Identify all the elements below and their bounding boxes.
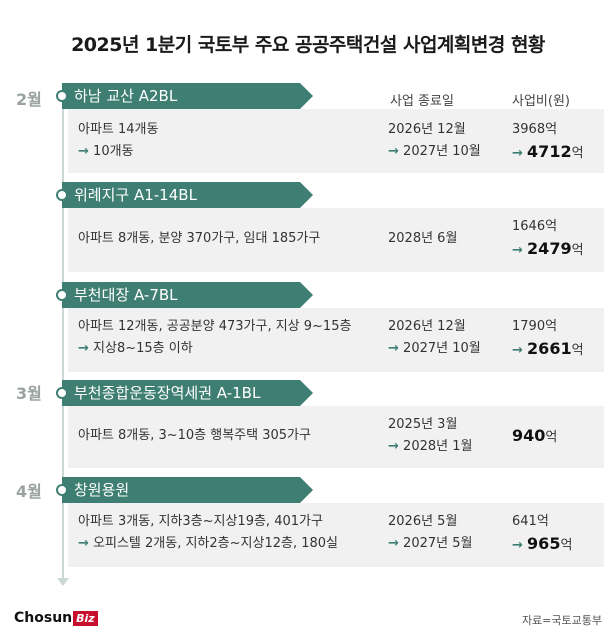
project-header: 하남 교산 A2BL (56, 83, 313, 109)
arrow-icon: → (388, 341, 399, 356)
project-desc: 아파트 8개동, 3~10층 행복주택 305가구 (78, 428, 311, 443)
arrow-icon: → (388, 439, 399, 454)
header-tip-icon (300, 477, 313, 503)
header-tip-icon (300, 282, 313, 308)
project-desc-changed: → 10개동 (78, 144, 134, 159)
project-header: 창원용원 (56, 477, 313, 503)
project-desc: 아파트 14개동 (78, 122, 159, 137)
cost-before: 3968억 (512, 122, 558, 137)
project-desc: 아파트 12개동, 공공분양 473가구, 지상 9~15층 (78, 319, 352, 334)
cost-after: → 965억 (512, 534, 573, 553)
project-name: 부천대장 A-7BL (74, 286, 178, 304)
project-card: 아파트 12개동, 공공분양 473가구, 지상 9~15층 → 지상8~15층… (68, 308, 604, 372)
arrow-icon: → (512, 538, 523, 553)
month-label: 4월 (16, 482, 42, 501)
timeline-dot-icon (56, 484, 68, 496)
end-date-after: → 2028년 1월 (388, 439, 473, 454)
project-name: 위례지구 A1-14BL (74, 186, 197, 204)
end-date-before: 2026년 5월 (388, 514, 458, 529)
project-desc: 아파트 8개동, 분양 370가구, 임대 185가구 (78, 231, 321, 246)
project-card: 아파트 8개동, 분양 370가구, 임대 185가구 2028년 6월 164… (68, 208, 604, 272)
month-label: 2월 (16, 90, 42, 109)
cost-before: 1790억 (512, 319, 558, 334)
project-card: 아파트 14개동 → 10개동 2026년 12월 → 2027년 10월 39… (68, 109, 604, 173)
column-header-cost: 사업비(원) (512, 94, 570, 109)
project-desc: 아파트 3개동, 지하3층~지상19층, 401가구 (78, 514, 323, 529)
project-desc-changed: → 지상8~15층 이하 (78, 341, 193, 356)
arrow-icon: → (512, 343, 523, 358)
header-tip-icon (300, 380, 313, 406)
project-card: 아파트 3개동, 지하3층~지상19층, 401가구 → 오피스텔 2개동, 지… (68, 503, 604, 567)
end-date-before: 2025년 3월 (388, 417, 458, 432)
end-date-after: → 2027년 10월 (388, 144, 481, 159)
timeline-dot-icon (56, 289, 68, 301)
cost-after: → 4712억 (512, 142, 584, 161)
project-name: 하남 교산 A2BL (74, 87, 178, 105)
cost-after: → 2479억 (512, 239, 584, 258)
arrow-icon: → (78, 341, 89, 356)
end-date-before: 2026년 12월 (388, 122, 466, 137)
end-date-before: 2026년 12월 (388, 319, 466, 334)
timeline-dot-icon (56, 387, 68, 399)
end-date-after: → 2027년 5월 (388, 536, 473, 551)
cost: 940억 (512, 426, 558, 445)
header-tip-icon (300, 83, 313, 109)
timeline-line (62, 92, 64, 582)
project-name: 창원용원 (74, 481, 130, 499)
project-header: 위례지구 A1-14BL (56, 182, 313, 208)
project-header: 부천종합운동장역세권 A-1BL (56, 380, 313, 406)
arrow-icon: → (388, 536, 399, 551)
arrow-icon: → (78, 536, 89, 551)
timeline-dot-icon (56, 90, 68, 102)
project-card: 아파트 8개동, 3~10층 행복주택 305가구 2025년 3월 → 202… (68, 406, 604, 468)
arrow-icon: → (78, 144, 89, 159)
end-date-after: → 2027년 10월 (388, 341, 481, 356)
page-title: 2025년 1분기 국토부 주요 공공주택건설 사업계획변경 현황 (71, 34, 545, 56)
arrow-icon: → (512, 243, 523, 258)
timeline-dot-icon (56, 189, 68, 201)
header-tip-icon (300, 182, 313, 208)
project-header: 부천대장 A-7BL (56, 282, 313, 308)
project-desc-changed: → 오피스텔 2개동, 지하2층~지상12층, 180실 (78, 536, 338, 551)
chosunbiz-logo: Chosun Biz (14, 610, 98, 626)
project-name: 부천종합운동장역세권 A-1BL (74, 384, 261, 402)
end-date: 2028년 6월 (388, 231, 458, 246)
column-header-end-date: 사업 종료일 (390, 94, 454, 109)
arrow-icon: → (388, 144, 399, 159)
source-note: 자료=국토교통부 (521, 614, 602, 627)
cost-before: 641억 (512, 514, 549, 529)
arrow-icon: → (512, 146, 523, 161)
month-label: 3월 (16, 384, 42, 403)
cost-before: 1646억 (512, 219, 558, 234)
cost-after: → 2661억 (512, 339, 584, 358)
timeline-arrow-icon (57, 578, 69, 586)
